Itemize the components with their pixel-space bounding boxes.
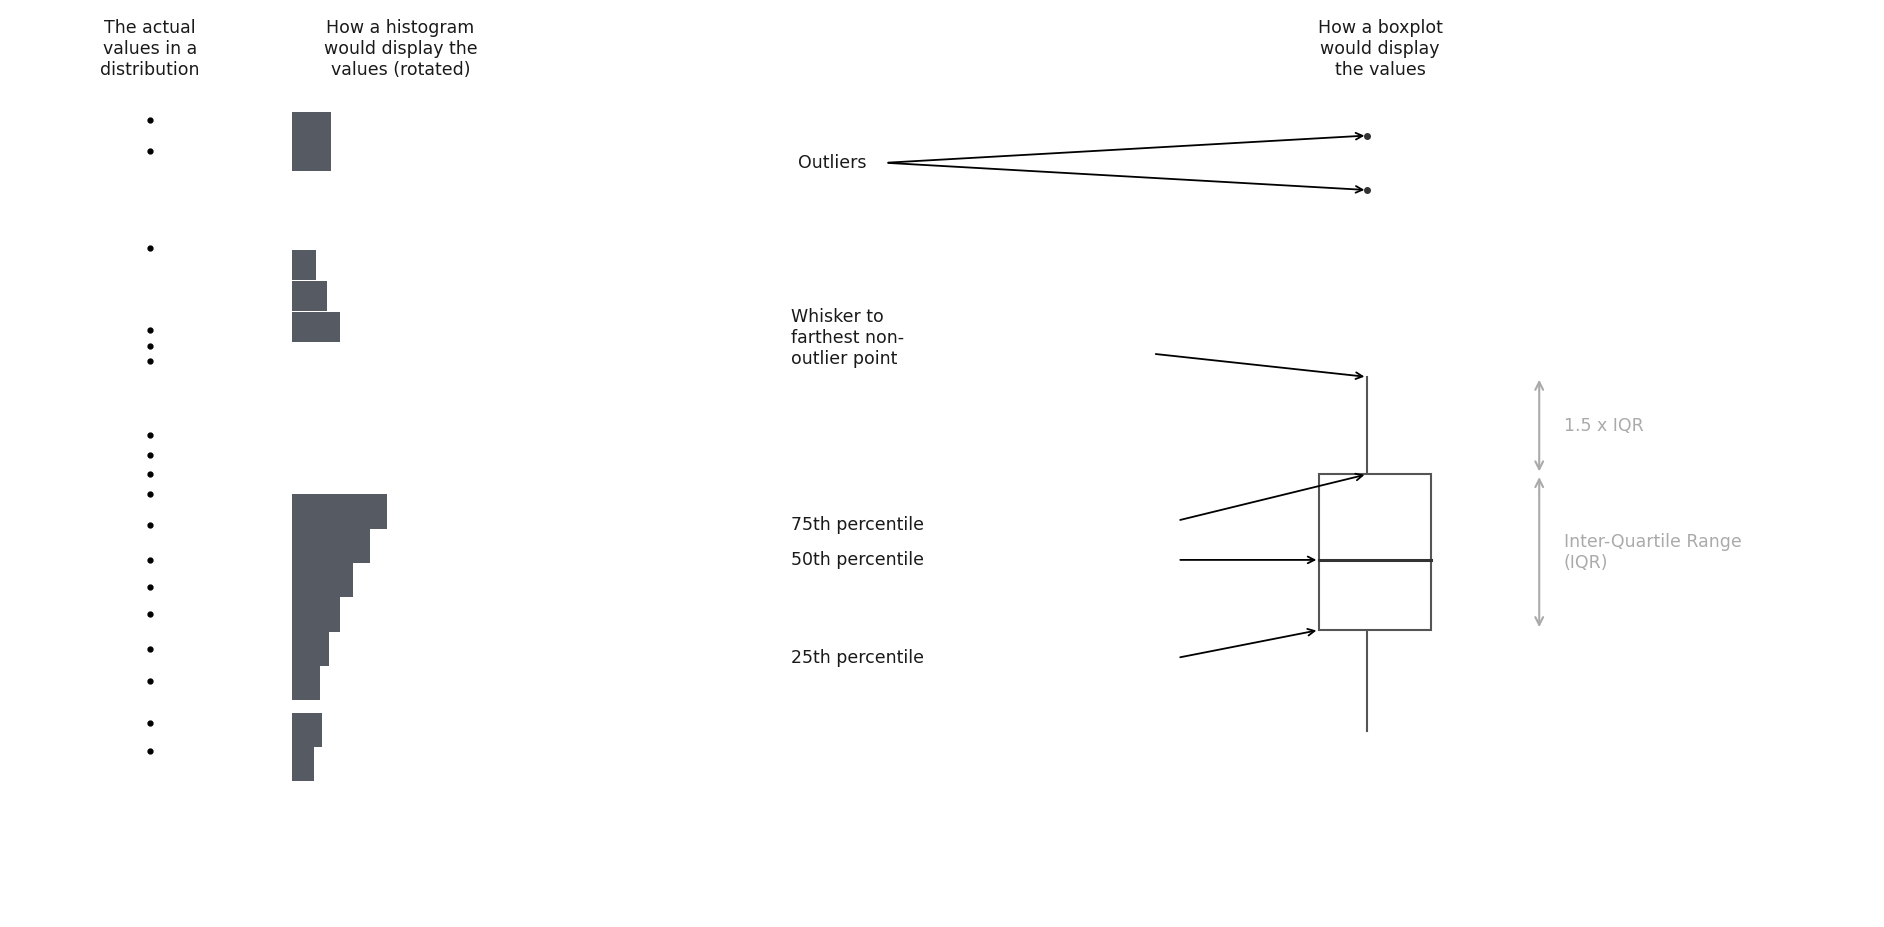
Bar (1319, 475, 1432, 630)
Bar (292, 666, 320, 700)
Text: Outliers: Outliers (799, 154, 867, 171)
Text: How a boxplot
would display
the values: How a boxplot would display the values (1317, 19, 1443, 79)
Bar (292, 528, 369, 563)
Text: The actual
values in a
distribution: The actual values in a distribution (100, 19, 200, 79)
Text: 25th percentile: 25th percentile (791, 649, 925, 667)
Bar (292, 631, 330, 666)
Bar (292, 563, 352, 597)
Bar (292, 312, 339, 342)
Bar (292, 494, 388, 528)
Bar (292, 747, 313, 781)
Bar (292, 250, 317, 280)
Text: 1.5 x IQR: 1.5 x IQR (1564, 416, 1643, 435)
Text: 75th percentile: 75th percentile (791, 516, 925, 534)
Text: How a histogram
would display the
values (rotated): How a histogram would display the values… (324, 19, 477, 79)
Text: Whisker to
farthest non-
outlier point: Whisker to farthest non- outlier point (791, 308, 904, 368)
Bar (292, 713, 322, 747)
Bar (292, 597, 339, 631)
Bar (292, 112, 332, 171)
Bar (292, 281, 326, 311)
Text: Inter-Quartile Range
(IQR): Inter-Quartile Range (IQR) (1564, 533, 1741, 572)
Text: 50th percentile: 50th percentile (791, 551, 925, 569)
